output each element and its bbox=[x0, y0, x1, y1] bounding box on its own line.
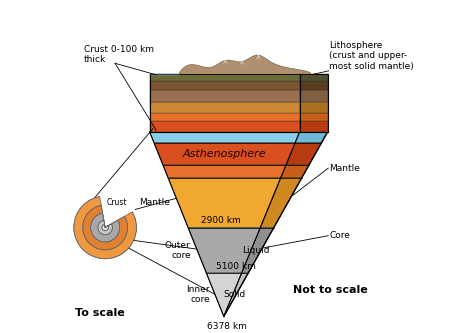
Circle shape bbox=[74, 196, 137, 259]
Text: Crust: Crust bbox=[107, 198, 128, 207]
Polygon shape bbox=[154, 143, 295, 165]
Polygon shape bbox=[260, 178, 301, 228]
Text: Crust 0-100 km
thick: Crust 0-100 km thick bbox=[84, 45, 154, 64]
Polygon shape bbox=[224, 273, 248, 316]
Text: Not to scale: Not to scale bbox=[293, 285, 368, 295]
Polygon shape bbox=[300, 122, 328, 132]
Text: Liquid: Liquid bbox=[242, 246, 270, 255]
Polygon shape bbox=[150, 81, 300, 90]
Circle shape bbox=[83, 205, 128, 250]
Text: To scale: To scale bbox=[75, 308, 125, 318]
Polygon shape bbox=[300, 74, 328, 81]
Text: Core: Core bbox=[329, 231, 350, 240]
Polygon shape bbox=[150, 102, 300, 114]
Polygon shape bbox=[242, 228, 273, 273]
Polygon shape bbox=[286, 143, 321, 165]
Text: 5100 km: 5100 km bbox=[216, 262, 256, 271]
Polygon shape bbox=[300, 102, 328, 114]
Polygon shape bbox=[150, 74, 300, 81]
Polygon shape bbox=[206, 273, 242, 316]
Polygon shape bbox=[223, 59, 228, 65]
Polygon shape bbox=[256, 54, 261, 61]
Polygon shape bbox=[300, 90, 328, 102]
Polygon shape bbox=[300, 81, 328, 90]
Text: Asthenosphere: Asthenosphere bbox=[183, 149, 266, 159]
Polygon shape bbox=[150, 90, 300, 102]
Text: Lithosphere
(crust and upper-
most solid mantle): Lithosphere (crust and upper- most solid… bbox=[329, 41, 414, 71]
Text: 6378 km: 6378 km bbox=[207, 322, 247, 331]
Text: Inner
core: Inner core bbox=[186, 285, 210, 304]
Polygon shape bbox=[168, 178, 281, 228]
Circle shape bbox=[98, 220, 112, 235]
Polygon shape bbox=[239, 60, 245, 65]
Polygon shape bbox=[281, 165, 309, 178]
Polygon shape bbox=[150, 132, 300, 143]
Text: Outer
core: Outer core bbox=[165, 241, 191, 260]
Text: Mantle: Mantle bbox=[139, 198, 170, 207]
Polygon shape bbox=[150, 122, 300, 132]
Text: Mantle: Mantle bbox=[329, 164, 360, 172]
Polygon shape bbox=[163, 165, 286, 178]
Polygon shape bbox=[295, 132, 328, 143]
Circle shape bbox=[91, 213, 119, 242]
Circle shape bbox=[102, 224, 109, 231]
Polygon shape bbox=[179, 55, 310, 74]
Text: 2900 km: 2900 km bbox=[201, 216, 241, 225]
Wedge shape bbox=[99, 193, 135, 227]
Polygon shape bbox=[300, 114, 328, 122]
Text: Solid: Solid bbox=[223, 290, 246, 299]
Polygon shape bbox=[188, 228, 260, 273]
Polygon shape bbox=[150, 114, 300, 122]
